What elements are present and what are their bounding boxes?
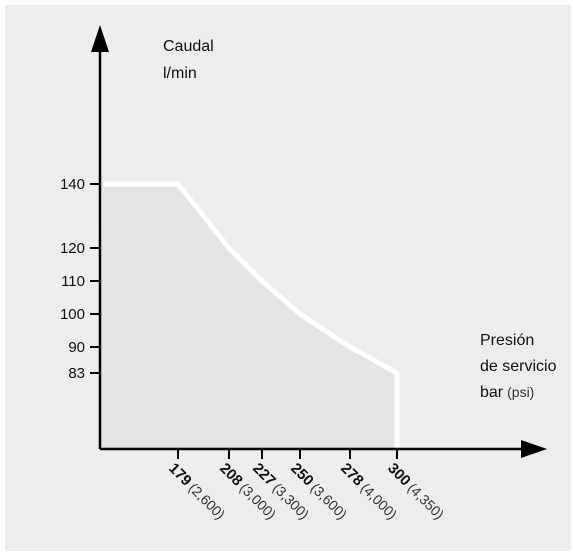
y-tick-label: 83 (68, 365, 85, 382)
y-tick-label: 90 (68, 339, 85, 356)
x-tick-psi-value: (3,000) (237, 480, 280, 523)
y-axis-title-line1: Caudal (163, 38, 214, 55)
area-under-curve (100, 184, 397, 449)
y-tick-label: 110 (61, 273, 85, 290)
axes (90, 25, 547, 459)
x-axis-title-line1: Presión (480, 332, 534, 349)
x-tick-psi-value: (2,600) (186, 480, 229, 523)
x-tick-psi-value: (4,000) (358, 480, 401, 523)
y-axis-title-line2: l/min (163, 65, 197, 82)
x-tick-labels: 179(2,600)208(3,000)227(3,300)250(3,600)… (165, 460, 447, 523)
x-axis-arrowhead (521, 440, 547, 458)
x-axis-title-line2: de servicio (480, 358, 557, 375)
curve-layer (100, 181, 400, 449)
x-tick-psi-value: (3,600) (308, 480, 351, 523)
flow-curve-line (103, 181, 400, 449)
y-tick-labels: 140 120 110 100 90 83 (60, 176, 85, 382)
x-axis-title-line3: bar (psi) (480, 384, 534, 401)
x-tick-psi-value: (4,350) (405, 480, 448, 523)
y-tick-label: 120 (60, 240, 85, 257)
y-tick-label: 140 (60, 176, 85, 193)
y-tick-label: 100 (60, 306, 85, 323)
y-axis-arrowhead (91, 25, 109, 52)
x-axis-unit-bar: bar (480, 384, 504, 401)
x-axis-unit-psi: (psi) (507, 384, 534, 400)
axis-titles: Caudal l/min Presión de servicio bar (psi… (163, 38, 557, 401)
